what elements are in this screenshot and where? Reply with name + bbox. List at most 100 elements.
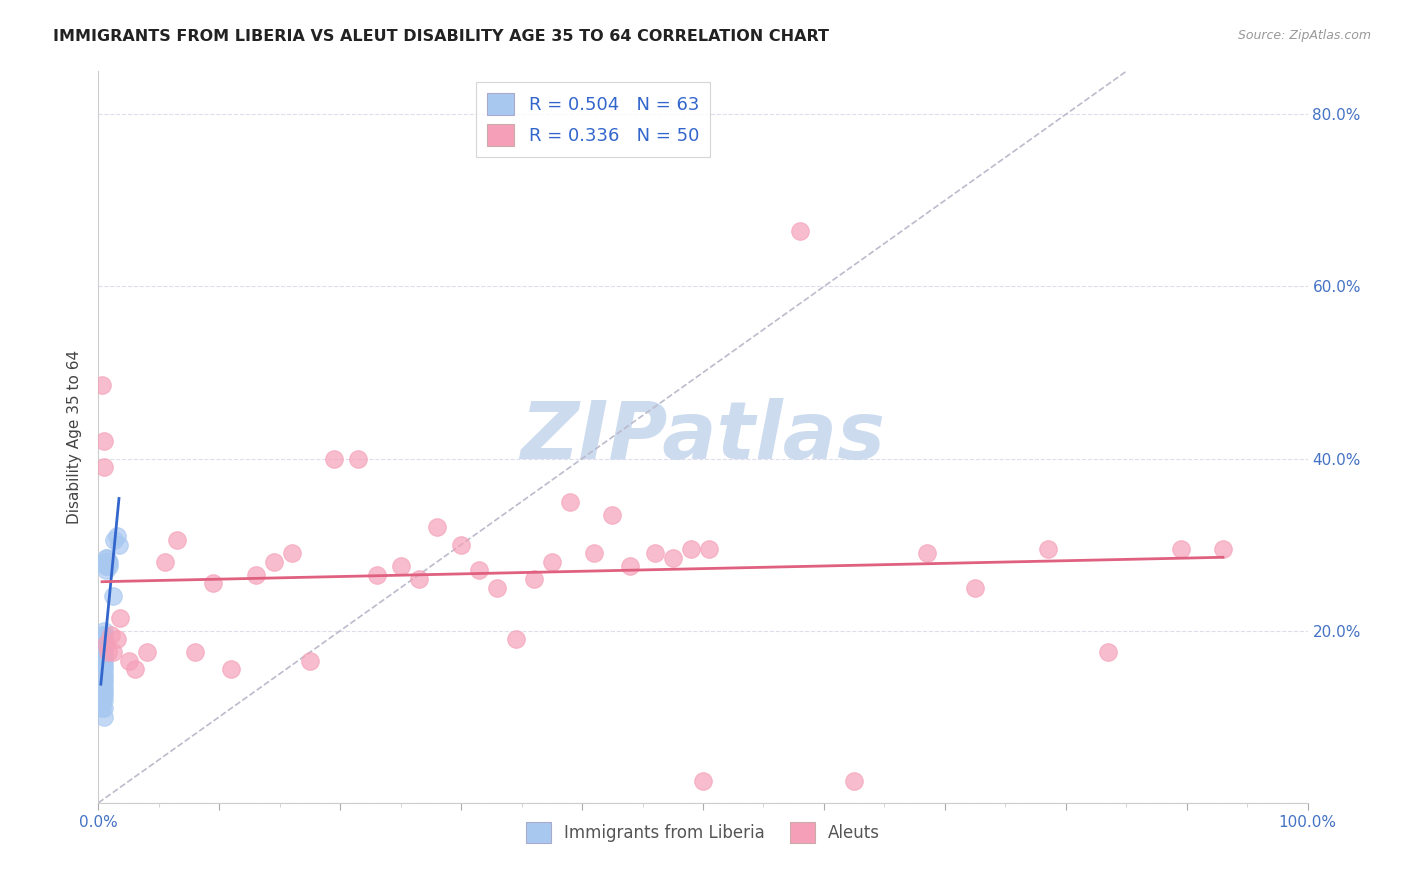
Point bbox=[97, 555, 120, 569]
Point bbox=[91, 378, 114, 392]
Text: IMMIGRANTS FROM LIBERIA VS ALEUT DISABILITY AGE 35 TO 64 CORRELATION CHART: IMMIGRANTS FROM LIBERIA VS ALEUT DISABIL… bbox=[53, 29, 830, 44]
Point bbox=[93, 684, 115, 698]
Point bbox=[263, 555, 285, 569]
Point bbox=[619, 559, 641, 574]
Point bbox=[558, 494, 581, 508]
Point bbox=[93, 666, 115, 681]
Point bbox=[844, 774, 866, 789]
Point bbox=[91, 637, 114, 651]
Point bbox=[91, 684, 114, 698]
Point bbox=[679, 541, 702, 556]
Point bbox=[915, 546, 938, 560]
Point bbox=[366, 567, 388, 582]
Point bbox=[91, 675, 114, 690]
Point bbox=[93, 688, 115, 702]
Point bbox=[93, 692, 115, 706]
Point bbox=[697, 541, 720, 556]
Point bbox=[450, 538, 472, 552]
Point bbox=[96, 550, 118, 565]
Point bbox=[93, 460, 115, 475]
Point bbox=[118, 654, 141, 668]
Point bbox=[90, 666, 112, 681]
Point bbox=[93, 640, 115, 655]
Point bbox=[661, 550, 683, 565]
Legend: Immigrants from Liberia, Aleuts: Immigrants from Liberia, Aleuts bbox=[519, 815, 887, 849]
Point bbox=[1212, 541, 1234, 556]
Point bbox=[93, 632, 115, 647]
Point bbox=[1170, 541, 1192, 556]
Point bbox=[93, 434, 115, 449]
Point bbox=[100, 628, 122, 642]
Point bbox=[91, 640, 114, 655]
Point bbox=[91, 658, 114, 673]
Point bbox=[91, 632, 114, 647]
Point bbox=[108, 611, 131, 625]
Point bbox=[97, 645, 120, 659]
Point bbox=[96, 559, 118, 574]
Point bbox=[135, 645, 157, 659]
Point bbox=[91, 654, 114, 668]
Point bbox=[281, 546, 304, 560]
Point bbox=[965, 581, 987, 595]
Point bbox=[98, 559, 121, 574]
Point bbox=[91, 680, 114, 694]
Point bbox=[389, 559, 412, 574]
Point bbox=[91, 666, 114, 681]
Point bbox=[91, 701, 114, 715]
Point bbox=[91, 632, 114, 647]
Point bbox=[108, 538, 131, 552]
Point bbox=[91, 671, 114, 685]
Point bbox=[93, 645, 115, 659]
Point bbox=[1036, 541, 1059, 556]
Point bbox=[91, 675, 114, 690]
Point bbox=[323, 451, 346, 466]
Point bbox=[94, 637, 117, 651]
Point bbox=[93, 662, 115, 676]
Point bbox=[93, 710, 115, 724]
Point bbox=[1097, 645, 1119, 659]
Point bbox=[124, 662, 146, 676]
Point bbox=[93, 658, 115, 673]
Point bbox=[98, 555, 121, 569]
Point bbox=[91, 688, 114, 702]
Point bbox=[91, 671, 114, 685]
Point bbox=[93, 624, 115, 638]
Point bbox=[103, 533, 125, 548]
Point bbox=[94, 555, 117, 569]
Point bbox=[91, 645, 114, 659]
Point bbox=[91, 628, 114, 642]
Point bbox=[91, 684, 114, 698]
Point bbox=[486, 581, 509, 595]
Point bbox=[166, 533, 188, 548]
Point bbox=[91, 658, 114, 673]
Point bbox=[91, 649, 114, 664]
Point bbox=[93, 654, 115, 668]
Point bbox=[94, 564, 117, 578]
Point bbox=[90, 658, 112, 673]
Point bbox=[101, 645, 124, 659]
Point bbox=[468, 564, 491, 578]
Point bbox=[408, 572, 430, 586]
Point bbox=[94, 559, 117, 574]
Point bbox=[93, 680, 115, 694]
Point bbox=[184, 645, 207, 659]
Point bbox=[221, 662, 243, 676]
Y-axis label: Disability Age 35 to 64: Disability Age 35 to 64 bbox=[67, 350, 83, 524]
Point bbox=[93, 649, 115, 664]
Point bbox=[91, 640, 114, 655]
Point bbox=[91, 666, 114, 681]
Point bbox=[91, 662, 114, 676]
Point bbox=[347, 451, 370, 466]
Point bbox=[153, 555, 176, 569]
Text: Source: ZipAtlas.com: Source: ZipAtlas.com bbox=[1237, 29, 1371, 42]
Point bbox=[93, 701, 115, 715]
Point bbox=[93, 675, 115, 690]
Point bbox=[101, 589, 124, 603]
Point bbox=[91, 649, 114, 664]
Point bbox=[505, 632, 527, 647]
Point bbox=[602, 508, 624, 522]
Point bbox=[93, 628, 115, 642]
Point bbox=[105, 632, 128, 647]
Point bbox=[91, 645, 114, 659]
Point bbox=[583, 546, 606, 560]
